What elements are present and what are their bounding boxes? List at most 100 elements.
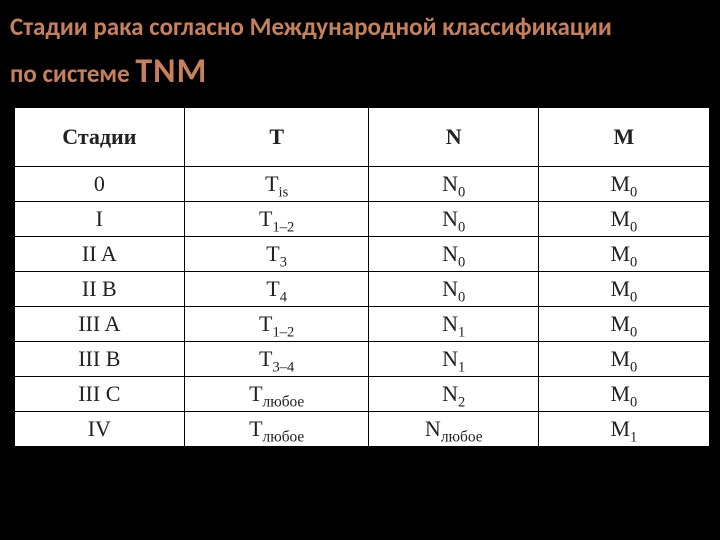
title-line1: Стадии рака согласно Международной класс… bbox=[10, 11, 612, 42]
cell-subscript: 1–2 bbox=[272, 324, 294, 340]
cell-stage: I bbox=[15, 201, 185, 236]
cell-base: M bbox=[610, 311, 630, 336]
cell-stage: II B bbox=[15, 271, 185, 306]
cell-subscript: 0 bbox=[630, 254, 637, 270]
table-header-row: Стадии T N M bbox=[15, 108, 710, 167]
col-header-m: M bbox=[539, 108, 709, 167]
cell-base: M bbox=[610, 276, 630, 301]
cell-t: T3 bbox=[185, 236, 369, 271]
cell-subscript: 1 bbox=[458, 324, 465, 340]
cell-subscript: 1–2 bbox=[272, 219, 294, 235]
cell-base: T bbox=[266, 241, 279, 266]
cell-subscript: 0 bbox=[458, 289, 465, 305]
cell-base: T bbox=[259, 206, 272, 231]
cell-t: T1–2 bbox=[185, 306, 369, 341]
table-body: 0TisN0M0IT1–2N0M0II AT3N0M0II BT4N0M0III… bbox=[15, 166, 710, 446]
cell-base: N bbox=[442, 276, 458, 301]
cell-n: N1 bbox=[369, 341, 539, 376]
cell-base: N bbox=[442, 311, 458, 336]
cell-stage: IV bbox=[15, 411, 185, 446]
table-head: Стадии T N M bbox=[15, 108, 710, 167]
table-row: III BT3–4N1M0 bbox=[15, 341, 710, 376]
cell-stage: 0 bbox=[15, 166, 185, 201]
table-row: III AT1–2N1M0 bbox=[15, 306, 710, 341]
cell-m: M0 bbox=[539, 166, 709, 201]
cell-base: M bbox=[610, 381, 630, 406]
table-row: II AT3N0M0 bbox=[15, 236, 710, 271]
cell-base: N bbox=[442, 241, 458, 266]
cell-subscript: 1 bbox=[458, 359, 465, 375]
cell-m: M0 bbox=[539, 341, 709, 376]
cell-t: Tлюбое bbox=[185, 376, 369, 411]
cell-subscript: любое bbox=[263, 393, 305, 410]
cell-base: M bbox=[610, 241, 630, 266]
cell-subscript: 3–4 bbox=[272, 359, 294, 375]
cell-n: Nлюбое bbox=[369, 411, 539, 446]
cell-stage: III A bbox=[15, 306, 185, 341]
cell-subscript: 0 bbox=[630, 324, 637, 340]
cell-subscript: 0 bbox=[458, 219, 465, 235]
cell-base: N bbox=[442, 206, 458, 231]
cell-stage: III B bbox=[15, 341, 185, 376]
cell-subscript: 0 bbox=[630, 289, 637, 305]
cell-base: M bbox=[610, 346, 630, 371]
cell-n: N1 bbox=[369, 306, 539, 341]
col-header-n: N bbox=[369, 108, 539, 167]
cell-m: M0 bbox=[539, 376, 709, 411]
cell-base: M bbox=[610, 171, 630, 196]
cell-base: M bbox=[610, 416, 630, 441]
cell-subscript: 2 bbox=[458, 394, 465, 410]
table-row: IT1–2N0M0 bbox=[15, 201, 710, 236]
cell-n: N0 bbox=[369, 236, 539, 271]
cell-n: N0 bbox=[369, 166, 539, 201]
cell-base: N bbox=[442, 171, 458, 196]
cell-base: T bbox=[266, 276, 279, 301]
cell-t: T4 bbox=[185, 271, 369, 306]
cell-base: N bbox=[442, 381, 458, 406]
cell-base: T bbox=[265, 171, 278, 196]
col-header-stage: Стадии bbox=[15, 108, 185, 167]
tnm-table-container: Стадии T N M 0TisN0M0IT1–2N0M0II AT3N0M0… bbox=[13, 107, 710, 447]
table-row: IVTлюбоеNлюбоеM1 bbox=[15, 411, 710, 446]
cell-n: N0 bbox=[369, 271, 539, 306]
cell-subscript: 0 bbox=[630, 219, 637, 235]
cell-t: Tлюбое bbox=[185, 411, 369, 446]
cell-m: M0 bbox=[539, 271, 709, 306]
table-row: II BT4N0M0 bbox=[15, 271, 710, 306]
cell-base: M bbox=[610, 206, 630, 231]
cell-m: M0 bbox=[539, 236, 709, 271]
cell-m: M0 bbox=[539, 306, 709, 341]
cell-subscript: любое bbox=[263, 428, 305, 445]
cell-base: T bbox=[249, 416, 262, 441]
cell-base: T bbox=[259, 311, 272, 336]
cell-t: T3–4 bbox=[185, 341, 369, 376]
cell-stage: III C bbox=[15, 376, 185, 411]
cell-base: N bbox=[442, 346, 458, 371]
cell-base: N bbox=[425, 416, 441, 441]
slide: Стадии рака согласно Международной класс… bbox=[0, 0, 720, 540]
cell-subscript: 0 bbox=[458, 254, 465, 270]
cell-m: M1 bbox=[539, 411, 709, 446]
title-line2-prefix: по системе bbox=[10, 58, 135, 89]
tnm-table: Стадии T N M 0TisN0M0IT1–2N0M0II AT3N0M0… bbox=[15, 108, 710, 447]
cell-base: T bbox=[249, 381, 262, 406]
cell-subscript: любое bbox=[441, 428, 483, 445]
cell-t: Tis bbox=[185, 166, 369, 201]
cell-subscript: 0 bbox=[458, 184, 465, 200]
cell-n: N0 bbox=[369, 201, 539, 236]
col-header-t: T bbox=[185, 108, 369, 167]
cell-subscript: 0 bbox=[630, 394, 637, 410]
cell-subscript: 4 bbox=[280, 289, 287, 305]
cell-n: N2 bbox=[369, 376, 539, 411]
table-row: 0TisN0M0 bbox=[15, 166, 710, 201]
cell-subscript: 3 bbox=[280, 254, 287, 270]
cell-base: T bbox=[259, 346, 272, 371]
table-row: III CTлюбоеN2M0 bbox=[15, 376, 710, 411]
title-line2-big: TNM bbox=[135, 51, 207, 92]
cell-subscript: 1 bbox=[630, 429, 637, 445]
slide-title: Стадии рака согласно Международной класс… bbox=[10, 8, 712, 97]
cell-t: T1–2 bbox=[185, 201, 369, 236]
cell-subscript: 0 bbox=[630, 359, 637, 375]
cell-subscript: 0 bbox=[630, 184, 637, 200]
cell-stage: II A bbox=[15, 236, 185, 271]
